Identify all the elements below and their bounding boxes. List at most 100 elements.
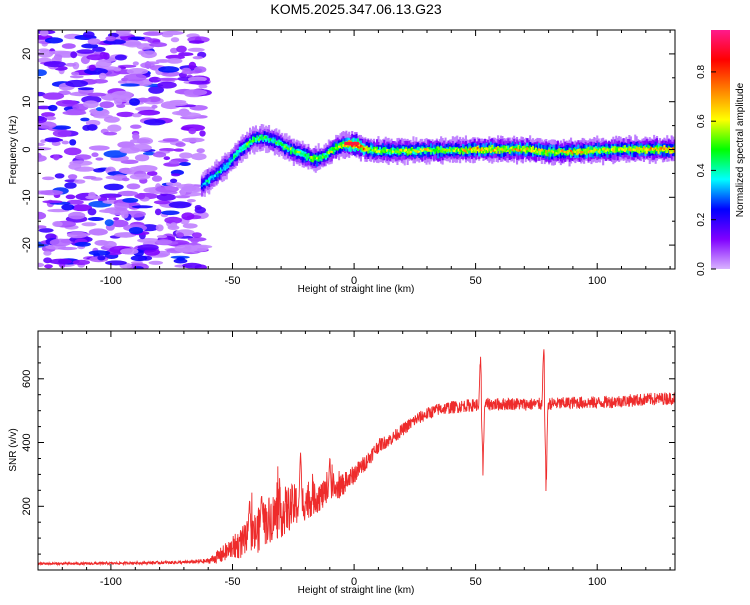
ridge-cell <box>505 149 508 152</box>
ridge-cell <box>291 148 294 151</box>
ridge-cell <box>648 148 651 151</box>
noise-blob <box>180 112 202 118</box>
noise-blob <box>83 31 95 39</box>
y-tick-label: -10 <box>21 189 33 205</box>
noise-blob <box>157 77 179 81</box>
noise-blob <box>157 81 177 89</box>
noise-blob <box>181 212 195 221</box>
ridge-cell <box>365 145 368 151</box>
ridge-cell <box>276 140 279 146</box>
ridge-cell <box>440 149 443 153</box>
noise-blob <box>194 205 202 210</box>
ridge-cell <box>403 149 406 152</box>
ridge-cell <box>250 140 253 143</box>
ridge-cell <box>243 146 246 150</box>
colorbar-tick-label: 0.6 <box>696 114 707 128</box>
ridge-cell <box>332 147 335 154</box>
noise-blob <box>49 258 73 265</box>
ridge-cell <box>590 149 593 153</box>
x-tick-label: 50 <box>469 576 481 588</box>
ridge-cell <box>333 148 336 151</box>
ridge-cell <box>535 150 538 153</box>
ridge-cell <box>370 148 373 151</box>
ridge-cell <box>613 148 616 151</box>
ridge-cell <box>222 163 225 171</box>
noise-blob <box>38 121 57 129</box>
noise-blob <box>170 222 178 229</box>
noise-blob <box>116 111 135 118</box>
ridge-cell <box>378 150 381 153</box>
ridge-cell <box>216 171 219 174</box>
ridge-cell <box>507 149 510 152</box>
ridge-cell <box>326 151 329 158</box>
noise-blob <box>188 40 205 44</box>
ridge-cell <box>492 149 495 153</box>
ridge-cell <box>663 147 666 150</box>
ridge-cell <box>495 147 498 150</box>
ridge-cell <box>600 148 603 151</box>
noise-blob <box>39 30 49 37</box>
ridge-cell <box>330 150 333 153</box>
ridge-cell <box>535 147 538 154</box>
ridge-cell <box>475 146 478 150</box>
noise-blob <box>151 104 158 109</box>
ridge-cell <box>345 144 348 147</box>
ridge-cell <box>354 144 357 147</box>
noise-blob <box>165 181 182 187</box>
ridge-cell <box>453 149 456 153</box>
noise-blob <box>126 183 141 190</box>
noise-blob <box>188 80 210 85</box>
ridge-cell <box>205 180 208 186</box>
noise-blob <box>38 211 47 220</box>
ridge-cell <box>537 148 540 155</box>
ridge-cell <box>559 150 562 153</box>
noise-blob <box>38 142 45 147</box>
noise-blob <box>65 194 76 200</box>
noise-blob <box>43 250 52 256</box>
noise-blob <box>137 192 146 200</box>
noise-blob <box>181 185 197 192</box>
ridge-cell <box>520 148 523 154</box>
ridge-cell <box>438 147 441 152</box>
noise-blob <box>132 132 140 141</box>
noise-blob <box>113 67 122 72</box>
ridge-cell <box>524 148 527 151</box>
ridge-cell <box>494 148 497 152</box>
ridge-cell <box>361 145 364 152</box>
noise-blob <box>168 201 192 209</box>
noise-blob <box>183 89 208 96</box>
ridge-cell <box>351 144 354 147</box>
ridge-cell <box>305 154 308 157</box>
ridge-cell <box>551 150 554 153</box>
ridge-cell <box>467 148 470 151</box>
ridge-cell <box>472 147 475 153</box>
ridge-cell <box>561 149 564 156</box>
noise-blob <box>103 150 127 158</box>
ridge-cell <box>316 157 319 160</box>
ridge-cell <box>491 148 494 151</box>
ridge-cell <box>273 139 276 142</box>
ridge-cell <box>540 148 543 152</box>
noise-blob <box>134 154 150 162</box>
noise-blob <box>98 72 107 80</box>
noise-blob <box>44 37 64 44</box>
y-tick-label: 600 <box>21 370 33 388</box>
ridge-cell <box>475 148 478 154</box>
noise-blob <box>156 235 168 239</box>
ridge-cell <box>516 148 519 152</box>
ridge-cell <box>374 148 377 151</box>
ridge-cell <box>218 170 221 174</box>
ridge-cell <box>390 150 393 153</box>
ridge-cell <box>513 148 516 152</box>
ridge-cell <box>642 147 645 150</box>
ridge-cell <box>294 150 297 153</box>
ridge-cell <box>412 148 415 151</box>
ridge-cell <box>399 148 402 155</box>
spectrogram-x-ticks: -100 -50 0 50 100 <box>37 30 671 287</box>
ridge-cell <box>460 147 463 153</box>
noise-blob <box>93 168 105 173</box>
ridge-cell <box>510 146 513 153</box>
ridge-cell <box>230 160 233 163</box>
noise-blob <box>130 255 148 262</box>
